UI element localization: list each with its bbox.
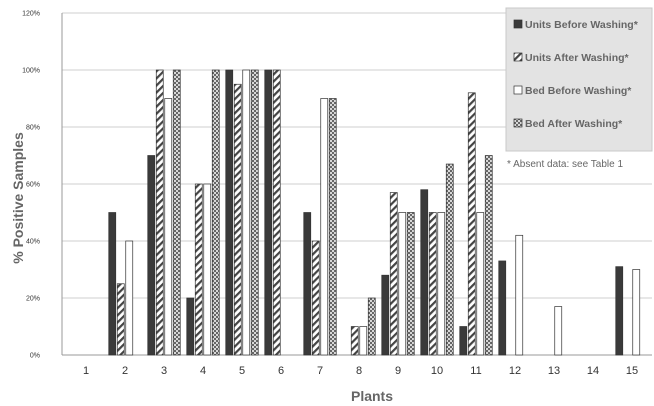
bars — [108, 69, 641, 356]
bar — [406, 212, 415, 356]
legend-swatch — [513, 118, 523, 128]
bar — [311, 240, 320, 356]
bar — [211, 69, 220, 356]
x-tick-label: 12 — [509, 365, 521, 377]
x-tick-label: 7 — [317, 365, 323, 377]
bar — [437, 212, 446, 356]
y-tick-label: 40% — [26, 239, 40, 246]
x-tick-label: 5 — [239, 365, 245, 377]
bar — [367, 297, 376, 356]
x-tick-label: 11 — [470, 365, 481, 377]
x-tick-label: 3 — [161, 365, 167, 377]
bar — [398, 212, 407, 356]
x-tick-label: 6 — [278, 365, 284, 377]
bar — [467, 92, 476, 356]
bar — [242, 69, 251, 356]
bar — [389, 192, 398, 356]
x-tick-label: 2 — [122, 365, 128, 377]
bar — [203, 183, 212, 356]
bar — [615, 266, 624, 356]
bar — [233, 83, 242, 356]
y-tick-label: 20% — [26, 296, 40, 303]
bar — [125, 240, 134, 356]
bar — [116, 283, 125, 356]
bar — [225, 69, 234, 356]
legend-label: Units After Washing* — [525, 52, 630, 64]
y-axis-title: % Positive Samples — [10, 132, 26, 264]
bar — [194, 183, 203, 356]
bar — [264, 69, 273, 356]
bar — [554, 306, 563, 356]
bar — [484, 155, 493, 356]
bar — [108, 212, 117, 356]
legend-swatch — [513, 19, 523, 29]
bar — [164, 98, 173, 356]
bar — [445, 163, 454, 356]
bar — [350, 326, 359, 356]
legend-label: Bed After Washing* — [525, 118, 623, 130]
legend-swatch — [513, 85, 523, 95]
y-tick-label: 120% — [22, 11, 40, 18]
footnote: * Absent data: see Table 1 — [507, 159, 623, 170]
bar — [155, 69, 164, 356]
x-tick-label: 4 — [200, 365, 206, 377]
x-tick-label: 9 — [395, 365, 401, 377]
x-tick-label: 15 — [626, 365, 638, 377]
y-tick-labels: 0% 20% 40% 60% 80% 100% 120% — [22, 11, 40, 360]
bar — [381, 274, 390, 356]
bar — [359, 326, 368, 356]
bar — [632, 269, 641, 356]
y-tick-label: 60% — [26, 182, 40, 189]
bar — [459, 326, 468, 356]
legend-box — [505, 7, 653, 152]
x-tick-labels: 1 2 3 4 5 6 7 8 9 10 11 12 13 14 15 — [83, 365, 638, 377]
y-tick-label: 0% — [30, 353, 40, 360]
bar — [250, 69, 259, 356]
bar — [328, 98, 337, 356]
bar — [498, 260, 507, 356]
legend-swatch — [513, 52, 523, 62]
x-tick-label: 8 — [356, 365, 362, 377]
bar — [272, 69, 281, 356]
bar — [428, 212, 437, 356]
bar — [186, 297, 195, 356]
x-axis-title: Plants — [351, 388, 393, 404]
y-tick-label: 100% — [22, 68, 40, 75]
bar — [515, 234, 524, 356]
bar — [172, 69, 181, 356]
bar — [147, 155, 156, 356]
bar — [303, 212, 312, 356]
x-tick-label: 1 — [83, 365, 89, 377]
bar — [320, 98, 329, 356]
bar — [420, 189, 429, 356]
bar — [476, 212, 485, 356]
x-tick-label: 13 — [548, 365, 560, 377]
y-tick-label: 80% — [26, 125, 40, 132]
x-tick-label: 10 — [431, 365, 443, 377]
legend: Units Before Washing* Units After Washing… — [505, 7, 653, 152]
legend-label: Bed Before Washing* — [525, 85, 632, 97]
x-tick-label: 14 — [587, 365, 599, 377]
legend-label: Units Before Washing* — [525, 19, 639, 31]
